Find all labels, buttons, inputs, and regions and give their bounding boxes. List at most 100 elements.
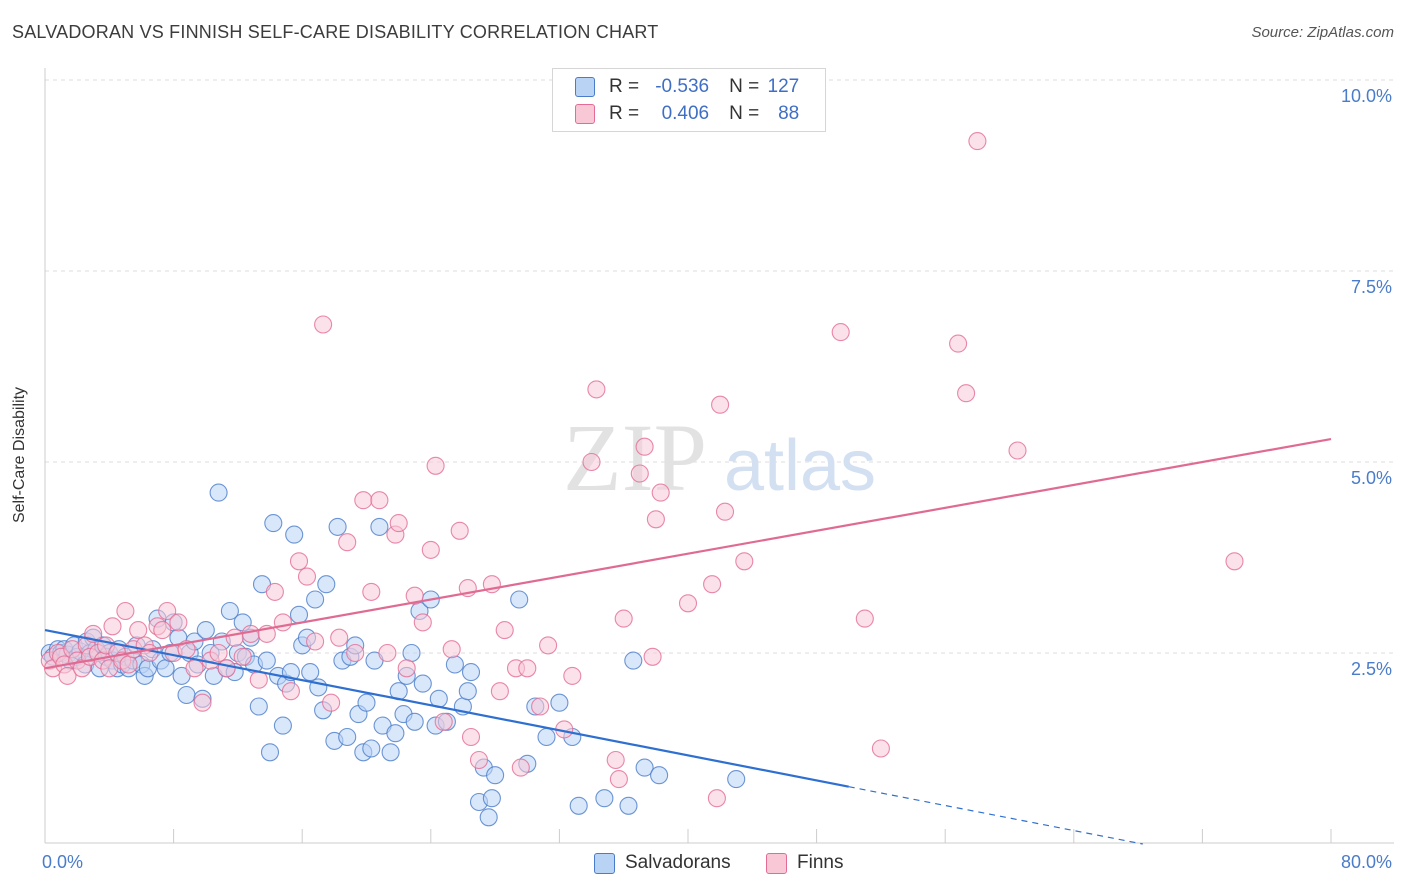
data-point-finns <box>711 395 730 414</box>
data-point-finns <box>346 643 365 663</box>
data-point-salvadorans <box>727 770 746 789</box>
data-point-finns <box>968 132 987 151</box>
data-point-finns <box>651 483 670 502</box>
data-point-salvadorans <box>510 590 529 609</box>
data-point-salvadorans <box>249 697 268 716</box>
bottom-legend-salvadorans: Salvadorans <box>594 852 731 874</box>
data-point-salvadorans <box>458 682 477 701</box>
data-point-finns <box>707 789 726 808</box>
data-point-salvadorans <box>196 621 215 640</box>
data-point-salvadorans <box>650 766 669 785</box>
data-point-finns <box>193 693 212 712</box>
source-credit: Source: ZipAtlas.com <box>1251 24 1394 41</box>
legend-swatch-pink <box>575 104 595 124</box>
data-point-finns <box>354 491 373 510</box>
legend-row-salvadorans: R = -0.536 N = 127 <box>575 74 799 100</box>
data-point-salvadorans <box>260 743 280 762</box>
data-point-finns <box>518 659 537 678</box>
data-point-finns <box>831 323 850 342</box>
data-point-finns <box>511 758 530 777</box>
data-point-finns <box>397 659 416 678</box>
data-point-salvadorans <box>445 655 464 674</box>
data-point-salvadorans <box>209 483 228 502</box>
data-point-finns <box>265 582 284 601</box>
data-point-salvadorans <box>479 808 498 827</box>
legend-r-value: 0.406 <box>661 103 710 124</box>
data-point-salvadorans <box>362 739 381 758</box>
legend-r-label: R = <box>609 103 640 124</box>
data-point-finns <box>158 601 177 621</box>
legend-swatch-pink <box>766 852 787 874</box>
data-point-finns <box>490 682 509 701</box>
data-point-finns <box>421 540 440 559</box>
data-point-finns <box>426 456 445 475</box>
data-point-salvadorans <box>264 514 283 533</box>
data-point-finns <box>1008 441 1027 460</box>
data-point-salvadorans <box>317 575 336 594</box>
legend-r-value: -0.536 <box>655 76 710 97</box>
data-point-salvadorans <box>306 590 325 609</box>
data-point-finns <box>587 380 606 399</box>
data-point-finns <box>241 624 260 643</box>
data-point-finns <box>389 514 408 533</box>
legend: R = -0.536 N = 127 R = 0.406 N = 88 <box>552 68 826 132</box>
data-point-finns <box>715 502 735 521</box>
data-point-finns <box>609 770 628 789</box>
data-point-finns <box>289 552 309 571</box>
legend-n-value: 88 <box>778 103 800 124</box>
data-point-finns <box>330 628 349 647</box>
data-point-finns <box>539 636 558 655</box>
legend-n-label: N = <box>729 103 760 124</box>
data-point-finns <box>450 521 469 540</box>
bottom-legend-finns: Finns <box>766 852 843 874</box>
data-point-finns <box>322 693 341 712</box>
data-point-finns <box>949 334 968 353</box>
data-point-finns <box>643 647 662 666</box>
data-point-finns <box>338 533 357 552</box>
axes <box>44 68 1394 844</box>
trend-line-salvadorans <box>44 629 849 788</box>
data-point-salvadorans <box>357 693 376 712</box>
data-point-salvadorans <box>328 517 347 536</box>
data-point-finns <box>297 567 317 586</box>
data-point-salvadorans <box>569 796 588 815</box>
data-point-salvadorans <box>461 663 481 682</box>
trend-lines <box>44 437 1332 845</box>
trend-line-finns <box>44 437 1332 670</box>
watermark: ZIP atlas <box>563 404 876 511</box>
data-point-finns <box>140 643 159 663</box>
legend-r-label: R = <box>609 76 640 97</box>
legend-n-value: 127 <box>767 76 800 97</box>
data-point-salvadorans <box>537 727 556 747</box>
data-point-salvadorans <box>289 605 309 624</box>
data-point-salvadorans <box>273 716 292 735</box>
data-point-finns <box>405 586 424 605</box>
data-point-finns <box>153 621 172 640</box>
data-point-finns <box>531 697 550 716</box>
data-point-finns <box>233 647 252 666</box>
data-point-salvadorans <box>386 724 405 743</box>
data-point-finns <box>434 712 453 731</box>
data-point-finns <box>563 666 582 685</box>
data-point-finns <box>735 552 754 571</box>
legend-label: Finns <box>797 852 844 873</box>
data-point-finns <box>378 643 397 663</box>
data-point-finns <box>314 315 333 334</box>
data-point-finns <box>119 655 138 674</box>
legend-swatch-blue <box>594 852 615 874</box>
data-point-finns <box>58 666 77 685</box>
trend-line-salvadorans-extension <box>848 786 1143 845</box>
data-point-finns <box>871 739 890 758</box>
data-point-finns <box>129 621 148 640</box>
data-point-salvadorans <box>619 796 638 815</box>
data-point-salvadorans <box>482 789 501 808</box>
data-point-finns <box>957 384 976 403</box>
data-point-finns <box>630 464 649 483</box>
data-point-finns <box>442 640 461 659</box>
data-point-salvadorans <box>413 674 432 693</box>
data-point-finns <box>855 609 874 628</box>
series-finns <box>40 132 1244 808</box>
data-point-salvadorans <box>624 651 643 670</box>
data-point-finns <box>1225 552 1244 571</box>
